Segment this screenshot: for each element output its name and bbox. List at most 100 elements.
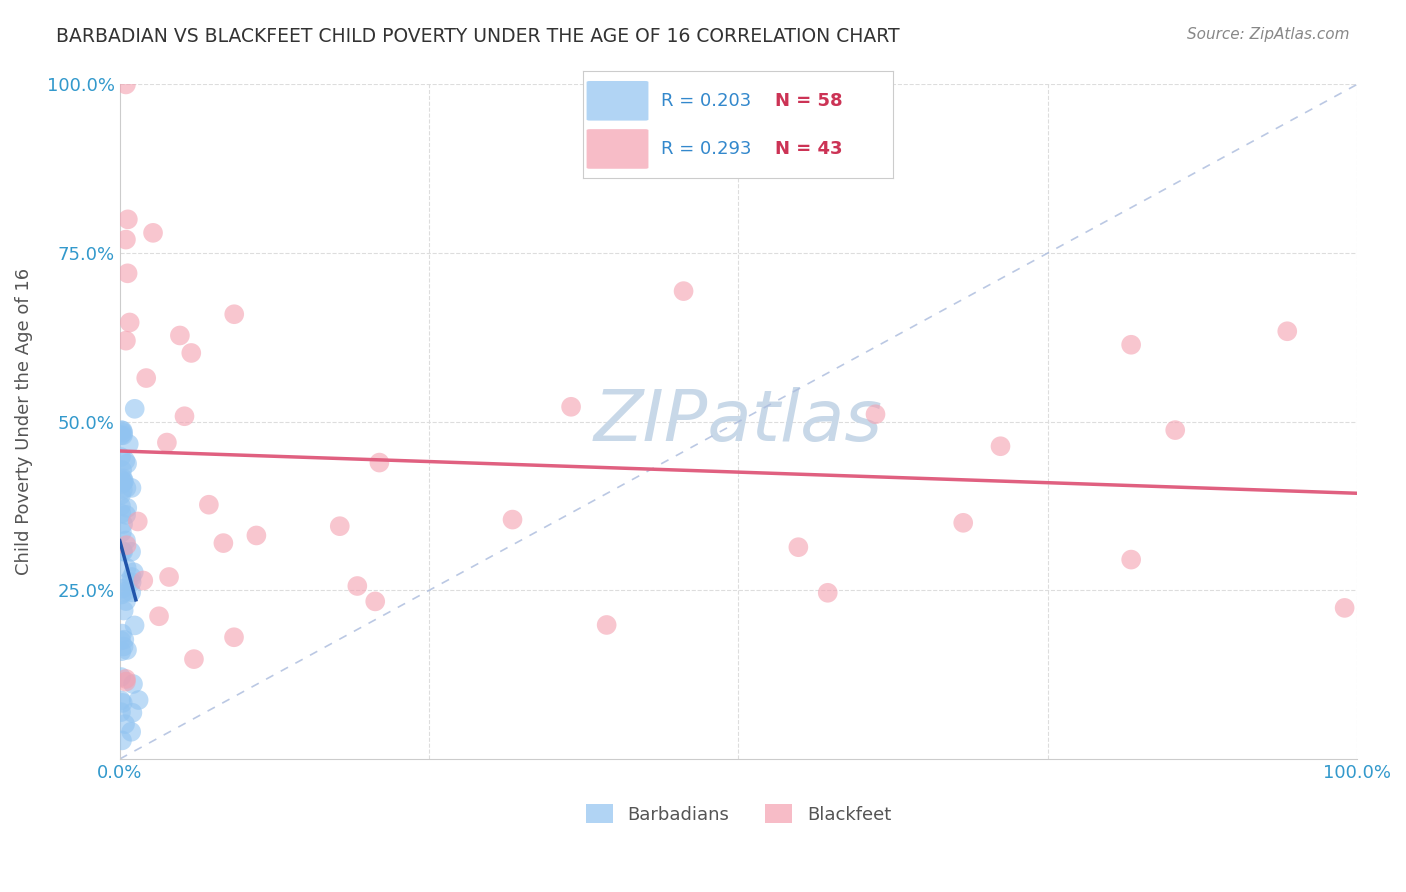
Blackfeet — [1164, 423, 1187, 437]
Barbadians — [115, 481, 138, 495]
Barbadians — [121, 575, 143, 590]
Barbadians — [114, 717, 136, 731]
FancyBboxPatch shape — [586, 81, 648, 120]
Blackfeet — [952, 516, 974, 530]
Barbadians — [112, 517, 135, 532]
Blackfeet — [173, 409, 195, 424]
Barbadians — [110, 507, 132, 521]
Blackfeet — [198, 498, 221, 512]
Blackfeet — [865, 407, 887, 421]
Barbadians — [110, 423, 132, 437]
Barbadians — [112, 640, 135, 654]
Barbadians — [115, 508, 138, 522]
Blackfeet — [115, 334, 138, 348]
Blackfeet — [1121, 337, 1143, 351]
Blackfeet — [368, 456, 391, 470]
Barbadians — [110, 670, 132, 684]
Barbadians — [112, 474, 135, 488]
Blackfeet — [115, 674, 138, 689]
Blackfeet — [1277, 324, 1299, 338]
Barbadians — [110, 472, 132, 486]
Barbadians — [112, 544, 135, 558]
Blackfeet — [787, 540, 810, 554]
Y-axis label: Child Poverty Under the Age of 16: Child Poverty Under the Age of 16 — [15, 268, 32, 575]
Barbadians — [112, 475, 135, 490]
Barbadians — [115, 500, 138, 515]
Blackfeet — [156, 435, 179, 450]
Blackfeet — [329, 519, 352, 533]
Blackfeet — [183, 652, 205, 666]
Blackfeet — [212, 536, 235, 550]
Barbadians — [110, 450, 132, 464]
Barbadians — [111, 463, 134, 477]
Blackfeet — [115, 538, 138, 552]
Blackfeet — [115, 672, 138, 686]
Blackfeet — [132, 574, 155, 588]
Barbadians — [112, 603, 135, 617]
Text: R = 0.203: R = 0.203 — [661, 93, 751, 111]
Barbadians — [111, 626, 134, 640]
Barbadians — [111, 483, 134, 497]
Barbadians — [115, 643, 138, 657]
Blackfeet — [1333, 600, 1355, 615]
Blackfeet — [595, 618, 617, 632]
FancyBboxPatch shape — [586, 129, 648, 169]
Text: Source: ZipAtlas.com: Source: ZipAtlas.com — [1187, 27, 1350, 42]
Barbadians — [111, 477, 134, 491]
Barbadians — [110, 705, 132, 719]
Blackfeet — [224, 307, 246, 321]
Barbadians — [110, 488, 132, 502]
Blackfeet — [115, 233, 138, 247]
Barbadians — [111, 424, 134, 438]
Blackfeet — [560, 400, 582, 414]
Barbadians — [111, 696, 134, 710]
Blackfeet — [148, 609, 170, 624]
Barbadians — [121, 570, 143, 584]
Text: N = 58: N = 58 — [775, 93, 842, 111]
Barbadians — [121, 481, 143, 495]
Barbadians — [114, 584, 136, 599]
Blackfeet — [1121, 552, 1143, 566]
Blackfeet — [127, 515, 149, 529]
Barbadians — [124, 401, 146, 416]
Barbadians — [120, 545, 142, 559]
Barbadians — [118, 437, 141, 451]
Text: ZIPatlas: ZIPatlas — [593, 387, 883, 456]
Blackfeet — [142, 226, 165, 240]
Barbadians — [111, 428, 134, 442]
Blackfeet — [817, 586, 839, 600]
Blackfeet — [245, 528, 267, 542]
Barbadians — [117, 575, 139, 590]
Blackfeet — [157, 570, 180, 584]
Barbadians — [115, 533, 138, 548]
Blackfeet — [117, 212, 139, 227]
Text: BARBADIAN VS BLACKFEET CHILD POVERTY UNDER THE AGE OF 16 CORRELATION CHART: BARBADIAN VS BLACKFEET CHILD POVERTY UND… — [56, 27, 900, 45]
Blackfeet — [672, 284, 695, 298]
Barbadians — [112, 632, 135, 647]
Blackfeet — [990, 439, 1012, 453]
Barbadians — [111, 525, 134, 540]
Barbadians — [115, 561, 138, 575]
Barbadians — [110, 693, 132, 707]
Barbadians — [121, 706, 143, 720]
Blackfeet — [180, 346, 202, 360]
Barbadians — [128, 693, 150, 707]
Barbadians — [110, 428, 132, 442]
Blackfeet — [346, 579, 368, 593]
Barbadians — [110, 587, 132, 601]
Barbadians — [124, 618, 146, 632]
Blackfeet — [222, 630, 245, 644]
Blackfeet — [364, 594, 387, 608]
Barbadians — [115, 457, 138, 471]
Barbadians — [120, 585, 142, 599]
Blackfeet — [115, 78, 138, 92]
Barbadians — [114, 453, 136, 467]
Legend: Barbadians, Blackfeet: Barbadians, Blackfeet — [578, 797, 898, 831]
Barbadians — [111, 471, 134, 485]
Barbadians — [111, 733, 134, 747]
Barbadians — [112, 425, 135, 440]
Blackfeet — [118, 316, 141, 330]
Blackfeet — [117, 266, 139, 280]
Barbadians — [115, 594, 138, 608]
Blackfeet — [502, 512, 524, 526]
